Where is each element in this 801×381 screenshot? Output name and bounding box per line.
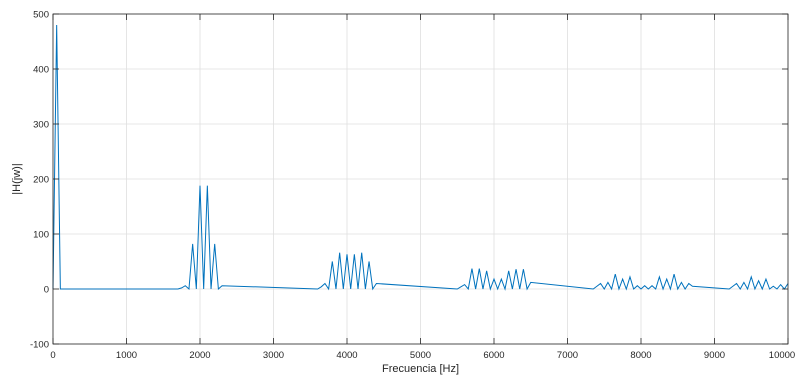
x-tick-label: 10000 (769, 350, 795, 361)
tick-labels: 0 1000 2000 3000 4000 5000 6000 7000 8000 9000 100… (30, 10, 795, 362)
tick-marks (52, 13, 789, 345)
x-axis-label: Frecuencia [Hz] (382, 363, 459, 375)
x-tick-label: 8000 (630, 350, 651, 361)
x-tick-label: 1000 (116, 350, 137, 361)
x-tick-label: 9000 (704, 350, 725, 361)
y-tick-label: -100 (30, 340, 49, 351)
y-tick-label: 500 (33, 10, 49, 21)
x-tick-label: 0 (50, 350, 55, 361)
x-tick-label: 7000 (557, 350, 578, 361)
series-line (52, 24, 789, 291)
series-group (52, 24, 789, 291)
y-tick-label: 100 (33, 230, 49, 241)
x-tick-label: 5000 (410, 350, 431, 361)
x-tick-label: 2000 (189, 350, 210, 361)
y-axis-label: |H(jw)| (11, 163, 23, 194)
x-tick-label: 4000 (336, 350, 357, 361)
y-tick-label: 0 (44, 285, 49, 296)
y-tick-label: 400 (33, 65, 49, 76)
y-tick-label: 300 (33, 120, 49, 131)
y-tick-label: 200 (33, 175, 49, 186)
x-tick-label: 6000 (483, 350, 504, 361)
x-tick-label: 3000 (263, 350, 284, 361)
